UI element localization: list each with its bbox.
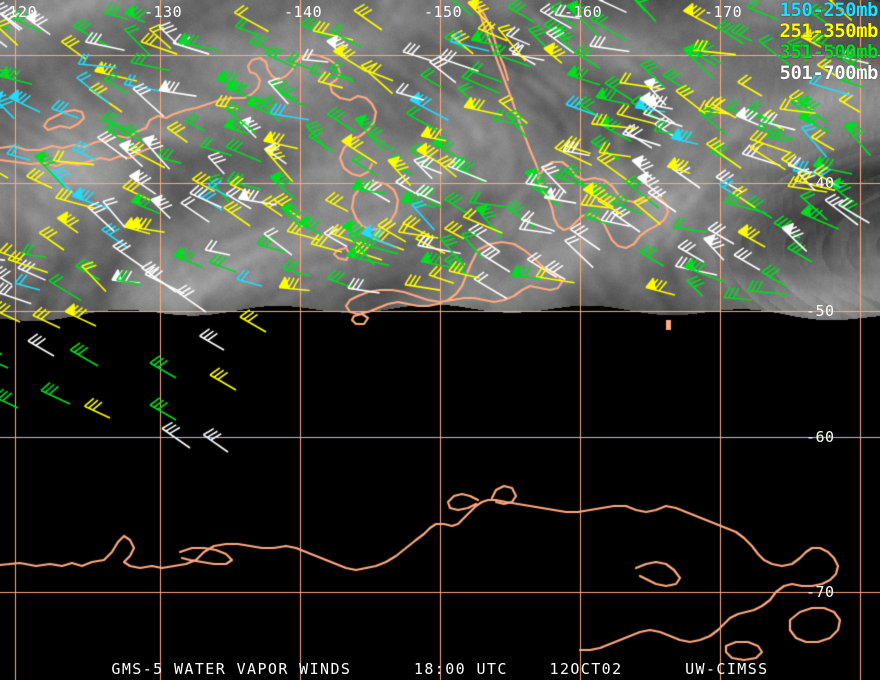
pressure-level-legend: 150-250mb 251-350mb 351-500mb 501-700mb [779, 0, 879, 84]
legend-item-351-500mb: 351-500mb [779, 41, 879, 63]
legend-item-501-700mb: 501-700mb [779, 62, 879, 84]
product-caption: GMS-5 WATER VAPOR WINDS 18:00 UTC 12OCT0… [111, 660, 769, 678]
legend-label-1: 251-350mb [779, 20, 879, 42]
legend-label-0: 150-250mb [779, 0, 879, 21]
legend-label-2: 351-500mb [779, 41, 879, 63]
legend-item-150-250mb: 150-250mb [779, 0, 879, 21]
legend-item-251-350mb: 251-350mb [779, 20, 879, 42]
legend-label-3: 501-700mb [779, 62, 879, 84]
